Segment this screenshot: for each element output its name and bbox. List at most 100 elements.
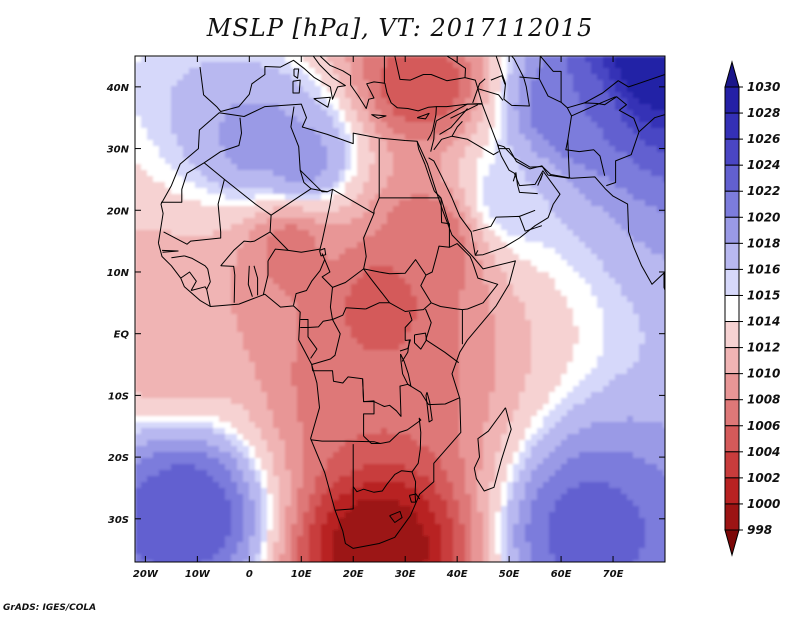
colorbar-segment [724, 373, 740, 401]
colorbar-segment [724, 477, 740, 505]
country-border [389, 302, 463, 312]
country-border [539, 56, 562, 103]
x-tick-label: 20E [343, 569, 364, 580]
sri-lanka-outline [663, 272, 665, 292]
country-border [290, 106, 312, 190]
colorbar-segment [724, 451, 740, 479]
colorbar-segment [724, 164, 740, 192]
country-border [433, 121, 463, 151]
country-border [425, 308, 432, 340]
country-border [363, 213, 375, 270]
country-border [430, 120, 437, 152]
country-border [477, 88, 504, 101]
lake-victoria-outline [414, 332, 427, 350]
lake-chad-outline [319, 248, 327, 257]
colorbar-label: 1000 [747, 497, 780, 511]
country-border [407, 383, 460, 406]
colorbar-label: 1015 [747, 288, 780, 302]
x-tick-label: 40E [446, 569, 468, 580]
colorbar-segment [724, 268, 740, 296]
country-border [425, 197, 450, 276]
y-tick-label: 30N [107, 145, 130, 156]
y-tick-label: 30S [108, 515, 129, 526]
country-border [401, 340, 410, 362]
x-tick-label: 0 [246, 569, 253, 580]
country-border [190, 286, 208, 291]
country-border [171, 255, 185, 259]
coastlines-and-borders [157, 56, 665, 549]
colorbar-segment [724, 112, 740, 140]
pressure-field [135, 56, 665, 562]
x-tick-label: 30E [395, 569, 416, 580]
y-tick-label: 10N [107, 268, 130, 279]
colorbar-segment [724, 138, 740, 166]
country-border [451, 135, 499, 156]
x-tick-label: 50E [499, 569, 520, 580]
corsica-outline [293, 68, 300, 79]
country-border [433, 190, 442, 199]
colorbar-label: 998 [747, 523, 772, 537]
country-border [373, 138, 380, 214]
x-tick-label: 20W [133, 569, 159, 580]
country-border [584, 74, 665, 104]
x-tick-label: 70E [603, 569, 624, 580]
africa-outline [157, 103, 516, 549]
colorbar-min-triangle [724, 529, 740, 557]
country-border [362, 378, 408, 417]
country-border [516, 184, 538, 195]
country-border [389, 510, 403, 523]
country-border [425, 339, 459, 364]
colorbar-label: 1016 [747, 262, 780, 276]
colorbar-label: 1002 [747, 471, 780, 485]
colorbar-label: 1024 [747, 158, 780, 172]
x-tick-label: 10W [185, 569, 211, 580]
y-tick-label: 10S [108, 391, 129, 402]
country-border [638, 114, 665, 133]
colorbar-segment [724, 321, 740, 349]
colorbar-label: 1028 [747, 106, 780, 120]
colorbar-label: 1030 [747, 80, 780, 94]
colorbar-label: 1020 [747, 210, 780, 224]
country-border [408, 493, 417, 503]
turkey-coast-outline [384, 83, 437, 141]
colorbar-label: 1026 [747, 132, 780, 146]
country-border [321, 259, 391, 310]
country-border [472, 215, 526, 232]
cyprus-outline [416, 112, 430, 120]
country-border [411, 471, 421, 500]
country-border [163, 179, 225, 245]
country-border [404, 311, 413, 341]
colorbar-label: 1010 [747, 367, 780, 381]
country-border [439, 108, 468, 135]
country-border [310, 439, 381, 444]
country-border [490, 75, 506, 85]
country-border [329, 287, 366, 320]
colorbar-label: 1014 [747, 315, 780, 329]
colorbar-segment [724, 399, 740, 427]
y-tick-label: 40N [106, 83, 130, 94]
colorbar-label: 1006 [747, 419, 780, 433]
country-border [450, 104, 479, 119]
balkans-outline [319, 56, 385, 109]
country-border [567, 139, 570, 179]
persian-gulf-iran-outline [498, 148, 570, 179]
country-border [311, 364, 375, 437]
colorbar-label: 1012 [747, 341, 780, 355]
colorbar-segment [724, 86, 740, 114]
red-sea-egypt-outline [416, 141, 435, 192]
y-tick-label: EQ [114, 330, 130, 341]
map-frame [134, 55, 666, 563]
y-tick-label: 20S [108, 453, 129, 464]
colorbar-segment [724, 294, 740, 323]
country-border [474, 250, 479, 256]
country-border [203, 117, 242, 164]
colorbar-segment [724, 503, 740, 531]
country-border [161, 249, 179, 253]
country-border [567, 96, 640, 187]
country-border [262, 260, 269, 295]
country-border [519, 209, 536, 217]
sardinia-outline [292, 79, 301, 94]
colorbar-segment [724, 347, 740, 375]
colorbar-segment [724, 190, 740, 218]
